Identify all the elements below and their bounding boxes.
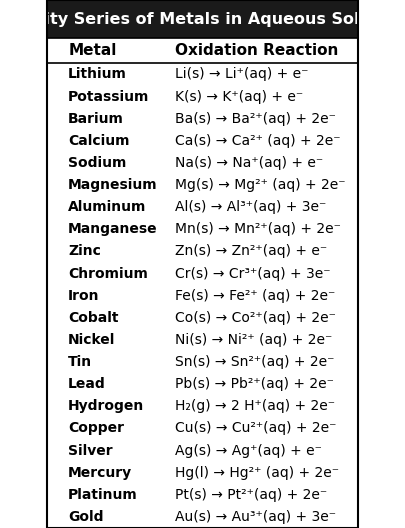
Text: Gold: Gold: [68, 510, 104, 524]
Text: Cobalt: Cobalt: [68, 311, 119, 325]
Text: Pb(s) → Pb²⁺(aq) + 2e⁻: Pb(s) → Pb²⁺(aq) + 2e⁻: [175, 377, 334, 391]
Text: Hydrogen: Hydrogen: [68, 399, 145, 413]
Text: Chromium: Chromium: [68, 267, 148, 280]
Text: Mn(s) → Mn²⁺(aq) + 2e⁻: Mn(s) → Mn²⁺(aq) + 2e⁻: [175, 222, 341, 237]
Text: Lithium: Lithium: [68, 68, 127, 81]
Text: Lead: Lead: [68, 377, 106, 391]
Text: Al(s) → Al³⁺(aq) + 3e⁻: Al(s) → Al³⁺(aq) + 3e⁻: [175, 200, 326, 214]
Text: Tin: Tin: [68, 355, 92, 369]
Text: Oxidation Reaction: Oxidation Reaction: [175, 43, 338, 58]
Text: Li(s) → Li⁺(aq) + e⁻: Li(s) → Li⁺(aq) + e⁻: [175, 68, 308, 81]
Text: Na(s) → Na⁺(aq) + e⁻: Na(s) → Na⁺(aq) + e⁻: [175, 156, 323, 170]
Text: Aluminum: Aluminum: [68, 200, 147, 214]
Text: Ba(s) → Ba²⁺(aq) + 2e⁻: Ba(s) → Ba²⁺(aq) + 2e⁻: [175, 112, 336, 126]
Text: Hg(l) → Hg²⁺ (aq) + 2e⁻: Hg(l) → Hg²⁺ (aq) + 2e⁻: [175, 466, 339, 479]
Text: Calcium: Calcium: [68, 134, 130, 148]
Text: Silver: Silver: [68, 444, 113, 458]
Text: Ag(s) → Ag⁺(aq) + e⁻: Ag(s) → Ag⁺(aq) + e⁻: [175, 444, 322, 458]
Text: Sn(s) → Sn²⁺(aq) + 2e⁻: Sn(s) → Sn²⁺(aq) + 2e⁻: [175, 355, 334, 369]
Text: Magnesium: Magnesium: [68, 178, 158, 192]
Text: Platinum: Platinum: [68, 488, 138, 502]
Text: K(s) → K⁺(aq) + e⁻: K(s) → K⁺(aq) + e⁻: [175, 90, 303, 103]
Text: Zinc: Zinc: [68, 244, 101, 258]
Text: Fe(s) → Fe²⁺ (aq) + 2e⁻: Fe(s) → Fe²⁺ (aq) + 2e⁻: [175, 289, 335, 303]
Text: Iron: Iron: [68, 289, 100, 303]
Text: Metal: Metal: [68, 43, 117, 58]
Text: Cu(s) → Cu²⁺(aq) + 2e⁻: Cu(s) → Cu²⁺(aq) + 2e⁻: [175, 421, 336, 436]
Text: Potassium: Potassium: [68, 90, 149, 103]
Text: Mg(s) → Mg²⁺ (aq) + 2e⁻: Mg(s) → Mg²⁺ (aq) + 2e⁻: [175, 178, 345, 192]
Text: Pt(s) → Pt²⁺(aq) + 2e⁻: Pt(s) → Pt²⁺(aq) + 2e⁻: [175, 488, 327, 502]
Text: Barium: Barium: [68, 112, 124, 126]
Text: Ni(s) → Ni²⁺ (aq) + 2e⁻: Ni(s) → Ni²⁺ (aq) + 2e⁻: [175, 333, 332, 347]
Text: Manganese: Manganese: [68, 222, 158, 237]
Text: Co(s) → Co²⁺(aq) + 2e⁻: Co(s) → Co²⁺(aq) + 2e⁻: [175, 311, 336, 325]
Text: Au(s) → Au³⁺(aq) + 3e⁻: Au(s) → Au³⁺(aq) + 3e⁻: [175, 510, 336, 524]
Text: Ca(s) → Ca²⁺ (aq) + 2e⁻: Ca(s) → Ca²⁺ (aq) + 2e⁻: [175, 134, 341, 148]
Text: Cr(s) → Cr³⁺(aq) + 3e⁻: Cr(s) → Cr³⁺(aq) + 3e⁻: [175, 267, 330, 280]
Text: Activity Series of Metals in Aqueous Solution: Activity Series of Metals in Aqueous Sol…: [0, 12, 405, 26]
Text: Copper: Copper: [68, 421, 124, 436]
Text: Nickel: Nickel: [68, 333, 115, 347]
Text: Sodium: Sodium: [68, 156, 126, 170]
FancyBboxPatch shape: [47, 0, 358, 38]
Text: Mercury: Mercury: [68, 466, 132, 479]
Text: Zn(s) → Zn²⁺(aq) + e⁻: Zn(s) → Zn²⁺(aq) + e⁻: [175, 244, 327, 258]
Text: H₂(g) → 2 H⁺(aq) + 2e⁻: H₂(g) → 2 H⁺(aq) + 2e⁻: [175, 399, 335, 413]
